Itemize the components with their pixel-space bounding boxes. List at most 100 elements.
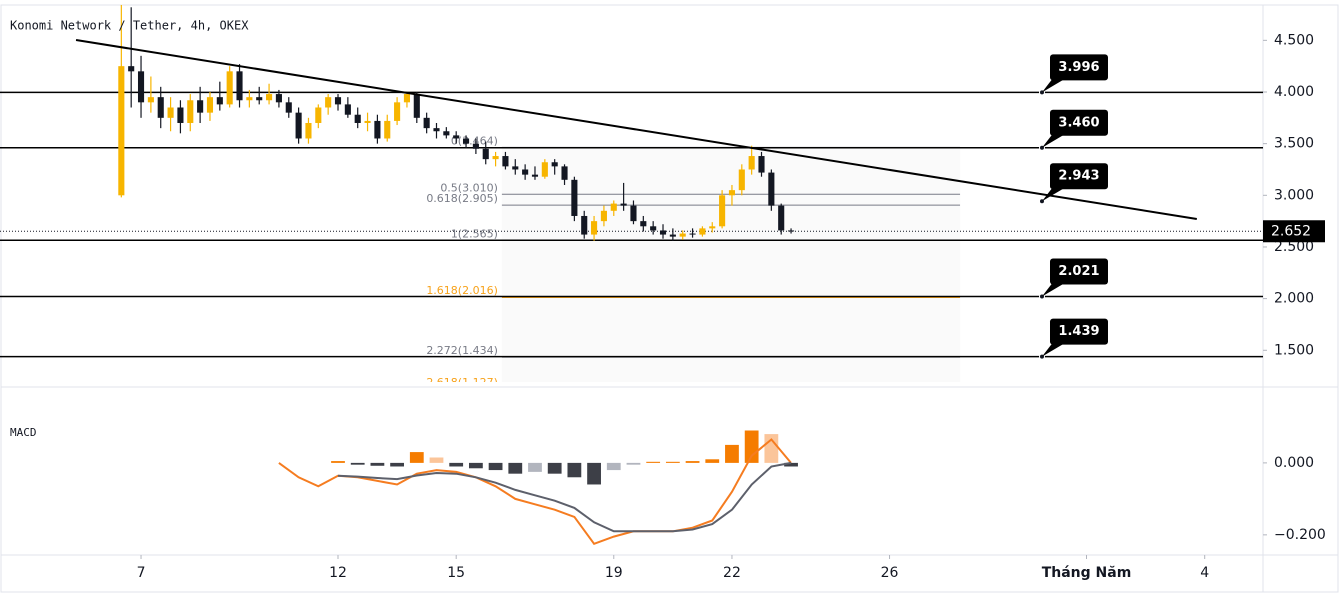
macd-y-tick-label: 0.000 [1274,455,1314,471]
macd-histogram-bar [370,462,385,466]
macd-histogram-bar [685,461,700,463]
candle-body [531,174,539,177]
x-tick-label: 15 [447,565,465,581]
macd-histogram-bar [646,461,661,463]
candle-body [157,97,164,118]
candle-body [512,166,519,170]
candle-body [522,169,529,175]
macd-histogram-bar [784,462,798,467]
candle-body [256,97,263,101]
fib-label: 2.272(1.434) [426,344,498,357]
callout-label: 1.439 [1058,324,1099,339]
candle-body [787,230,795,232]
macd-histogram-bar [350,462,365,465]
candle-body [719,195,726,227]
macd-histogram-bar [547,462,562,474]
candle-body [147,97,154,103]
macd-pane [278,430,798,545]
candle-body [344,104,351,115]
candle-body [226,71,233,105]
last-price-label: 2.652 [1271,223,1311,239]
candle-body [610,203,617,211]
candle-body [728,190,736,196]
candle-body [394,102,401,121]
x-tick-label: 4 [1200,565,1209,581]
candle-body [334,97,342,105]
candle-body [384,120,391,139]
candle-body [197,100,204,113]
candle-body [354,114,361,123]
candle-body [778,205,785,231]
candle-body [768,172,775,206]
x-tick-label: 26 [881,565,899,581]
candle-body [137,71,145,103]
candle-body [551,162,558,167]
candle-body [640,221,647,227]
callout-tail [1041,188,1064,202]
macd-histogram-bar [331,461,345,463]
axes: 1.500 2.000 2.500 3.000 3.500 4.000 4.500 7 12 15… [137,32,1326,581]
candle-body [600,210,607,222]
candle-body [364,120,371,123]
x-tick-label: 7 [137,565,146,581]
macd-histogram-bar [606,462,621,471]
candle-body [738,169,745,191]
chart-title: Konomi Network / Tether, 4h, OKEX [10,19,249,33]
candle-body [187,100,194,123]
frame [0,4,1339,593]
y-tick-label: 1.500 [1274,342,1314,358]
x-tick-label: 22 [723,565,741,581]
last-price-tag [1263,220,1325,243]
candle-body [423,117,430,129]
fib-label: 0.618(2.905) [426,192,498,205]
candle-body [699,228,706,235]
callout-label: 2.943 [1058,169,1099,184]
candle-body [246,97,253,101]
callout-tail [1041,343,1064,357]
callout-box [1049,54,1108,81]
candle-body [620,203,627,206]
callout-tail [1041,283,1064,297]
candle-body [679,233,686,237]
candle-body [413,94,420,118]
candle-body [492,156,499,160]
candle-body [433,128,440,132]
candle-body [374,120,381,139]
fib-zone [501,147,961,382]
callout-box [1049,163,1108,190]
macd-y-tick-label: −0.200 [1274,527,1326,543]
candle-body [581,215,588,235]
candle-body [659,230,667,235]
callout-label: 2.021 [1058,264,1099,279]
macd-histogram-bar [390,462,404,467]
macd-histogram-bar [705,459,720,463]
macd-histogram-bar [725,444,739,463]
macd-histogram-bar [449,462,464,467]
price-pane: 0(3.464)0.5(3.010)0.618(2.905)1(2.565)1.… [0,5,1263,382]
candle-body [295,112,302,139]
macd-title: MACD [10,426,37,439]
macd-histogram-bar [744,430,759,463]
macd-histogram-bar [508,462,523,474]
macd-histogram-bar [409,452,424,463]
candle-body [177,107,184,123]
fib-label: 1.618(2.016) [426,284,498,297]
candle-body [128,66,135,72]
x-tick-label: Tháng Năm [1042,565,1132,581]
candle-body [266,94,273,101]
candle-body [472,143,479,149]
macd-histogram-bar [665,461,680,463]
candle-body [285,102,292,113]
callout-label: 3.460 [1058,115,1099,130]
callout-tail [1041,79,1064,93]
candle-body [709,226,716,229]
y-tick-label: 2.000 [1274,291,1314,307]
x-tick-label: 12 [329,565,347,581]
candle-body [462,138,470,144]
macd-line [337,461,792,533]
y-tick-label: 4.500 [1274,32,1314,48]
macd-histogram-bar [626,462,641,465]
candle-body [305,122,312,139]
candle-body [216,97,223,105]
